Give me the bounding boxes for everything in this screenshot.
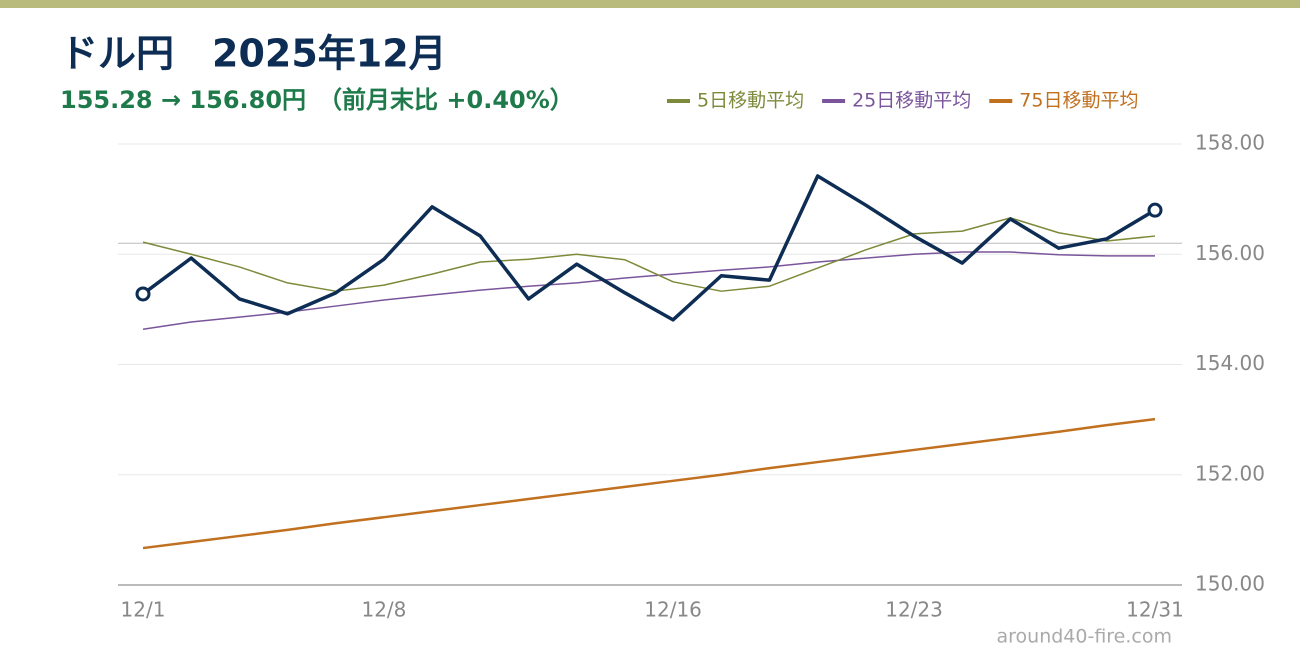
y-tick-label: 158.00: [1195, 131, 1265, 155]
top-bar: [0, 0, 1300, 8]
y-tick-label: 150.00: [1195, 572, 1265, 596]
end-marker: [135, 286, 151, 302]
y-tick-label: 152.00: [1195, 461, 1265, 485]
x-tick-label: 12/8: [361, 598, 406, 622]
moving-average-line: [142, 417, 1156, 550]
x-tick-label: 12/31: [1126, 598, 1184, 622]
end-marker: [1147, 202, 1163, 218]
price-line: [141, 174, 1156, 322]
legend-label: 25日移動平均: [852, 90, 971, 112]
chart-title: ドル円 2025年12月: [60, 32, 447, 76]
chart-subtitle: 155.28 → 156.80円 （前月末比 +0.40%）: [60, 86, 574, 114]
y-tick-label: 154.00: [1195, 351, 1265, 375]
moving-average-line: [142, 251, 1155, 330]
legend-label: 75日移動平均: [1019, 90, 1138, 112]
x-tick-label: 12/23: [885, 598, 943, 622]
source: around40-fire.com: [996, 626, 1172, 648]
y-tick-label: 156.00: [1195, 241, 1265, 265]
legend-label: 5日移動平均: [697, 90, 804, 112]
moving-average-line: [142, 217, 1156, 292]
x-tick-label: 12/1: [121, 598, 166, 622]
x-tick-label: 12/16: [644, 598, 702, 622]
